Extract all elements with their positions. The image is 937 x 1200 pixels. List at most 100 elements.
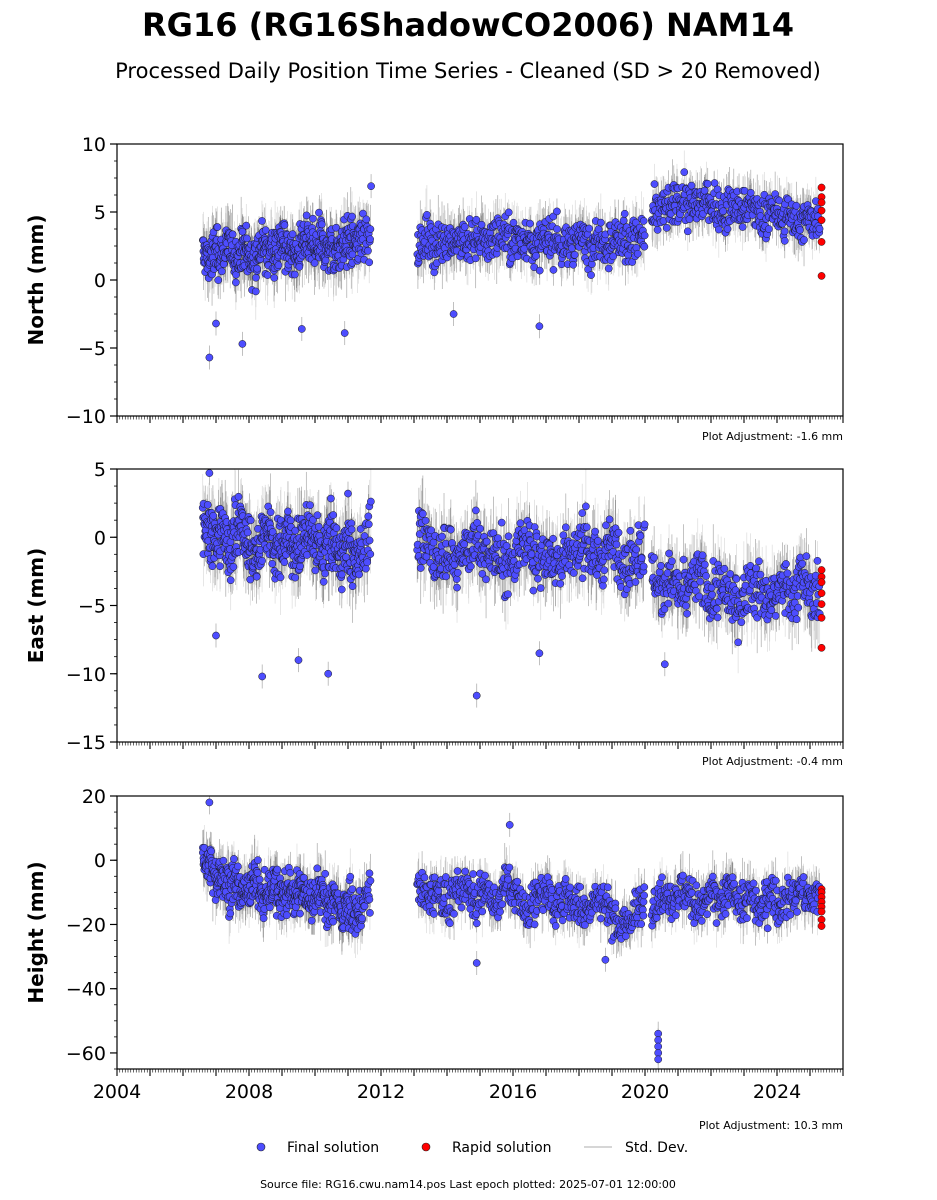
rapid-solution-points [817, 183, 826, 280]
data-point [367, 182, 375, 191]
rapid-point [817, 198, 826, 207]
data-point [719, 207, 727, 216]
data-point [340, 329, 349, 337]
data-point [449, 310, 458, 318]
data-point [214, 276, 223, 284]
data-point [254, 524, 262, 533]
data-point [266, 508, 275, 517]
data-point [297, 325, 306, 333]
plot-adjustment-note: Plot Adjustment: -1.6 mm [702, 430, 843, 443]
data-point [683, 227, 692, 236]
data-point [242, 221, 251, 230]
data-point [251, 287, 260, 296]
data-point [274, 261, 283, 270]
data-point [800, 236, 808, 244]
data-point [234, 492, 243, 501]
data-point [332, 223, 340, 232]
data-point [640, 242, 649, 251]
data-point [472, 215, 481, 224]
data-point [229, 562, 238, 571]
data-point [253, 264, 262, 273]
data-point [348, 212, 356, 221]
data-point [212, 319, 220, 328]
rapid-point [817, 238, 826, 246]
rapid-point [817, 272, 826, 280]
data-point [268, 528, 277, 536]
data-point [532, 251, 540, 260]
data-point [680, 168, 689, 176]
plot-area [198, 469, 826, 708]
data-point [258, 556, 266, 565]
chart-title: RG16 (RG16ShadowCO2006) NAM14 [142, 6, 794, 44]
data-point [232, 278, 240, 287]
data-point [509, 218, 518, 227]
data-point [258, 217, 266, 225]
data-point [587, 271, 595, 279]
y-tick-label: −5 [78, 338, 106, 360]
y-tick-label: 0 [94, 270, 106, 292]
data-point [208, 562, 217, 571]
data-point [585, 224, 593, 233]
data-point [604, 264, 613, 273]
data-point [302, 211, 311, 220]
data-point [280, 558, 289, 567]
data-point [243, 528, 252, 537]
data-point [291, 573, 300, 582]
data-point [477, 220, 486, 229]
final-solution-points [199, 168, 824, 362]
data-point [288, 230, 297, 239]
data-point [261, 226, 270, 235]
data-point [526, 219, 534, 228]
data-point [270, 274, 279, 282]
data-point [348, 250, 357, 259]
data-point [366, 235, 374, 244]
rapid-point [817, 206, 826, 215]
data-point [310, 259, 319, 267]
data-point [723, 225, 732, 233]
data-point [291, 526, 300, 535]
data-point [714, 225, 723, 234]
data-point [218, 267, 226, 276]
data-point [796, 226, 804, 234]
data-point [268, 559, 277, 568]
data-point [780, 227, 789, 236]
data-point [276, 573, 285, 582]
data-point [653, 226, 662, 234]
data-point [366, 225, 375, 233]
y-tick-label: −10 [66, 406, 106, 428]
data-point [687, 181, 696, 190]
data-point [203, 500, 212, 509]
data-point [650, 180, 659, 188]
data-point [243, 234, 251, 243]
data-point [246, 516, 255, 525]
data-point [792, 201, 801, 210]
data-point [205, 353, 214, 362]
data-point [315, 208, 323, 217]
data-point [213, 223, 222, 231]
data-point [504, 208, 513, 217]
data-point [460, 223, 469, 231]
data-point [597, 218, 605, 227]
data-point [530, 263, 539, 272]
data-point [359, 209, 367, 218]
data-point [567, 244, 576, 253]
data-point [775, 196, 784, 205]
data-point [238, 227, 247, 236]
data-point [620, 209, 629, 218]
data-point [216, 562, 224, 571]
data-point [306, 501, 314, 510]
data-point [710, 179, 719, 187]
data-point [280, 221, 289, 229]
data-point [286, 516, 295, 525]
data-point [238, 340, 247, 348]
data-point [471, 254, 480, 263]
data-point [296, 562, 304, 571]
y-axis-label: North (mm) [24, 214, 48, 345]
data-point [639, 217, 648, 225]
data-point [209, 511, 218, 520]
data-point [263, 271, 272, 279]
data-point [228, 230, 237, 239]
data-point [321, 256, 330, 265]
data-point [284, 507, 292, 516]
